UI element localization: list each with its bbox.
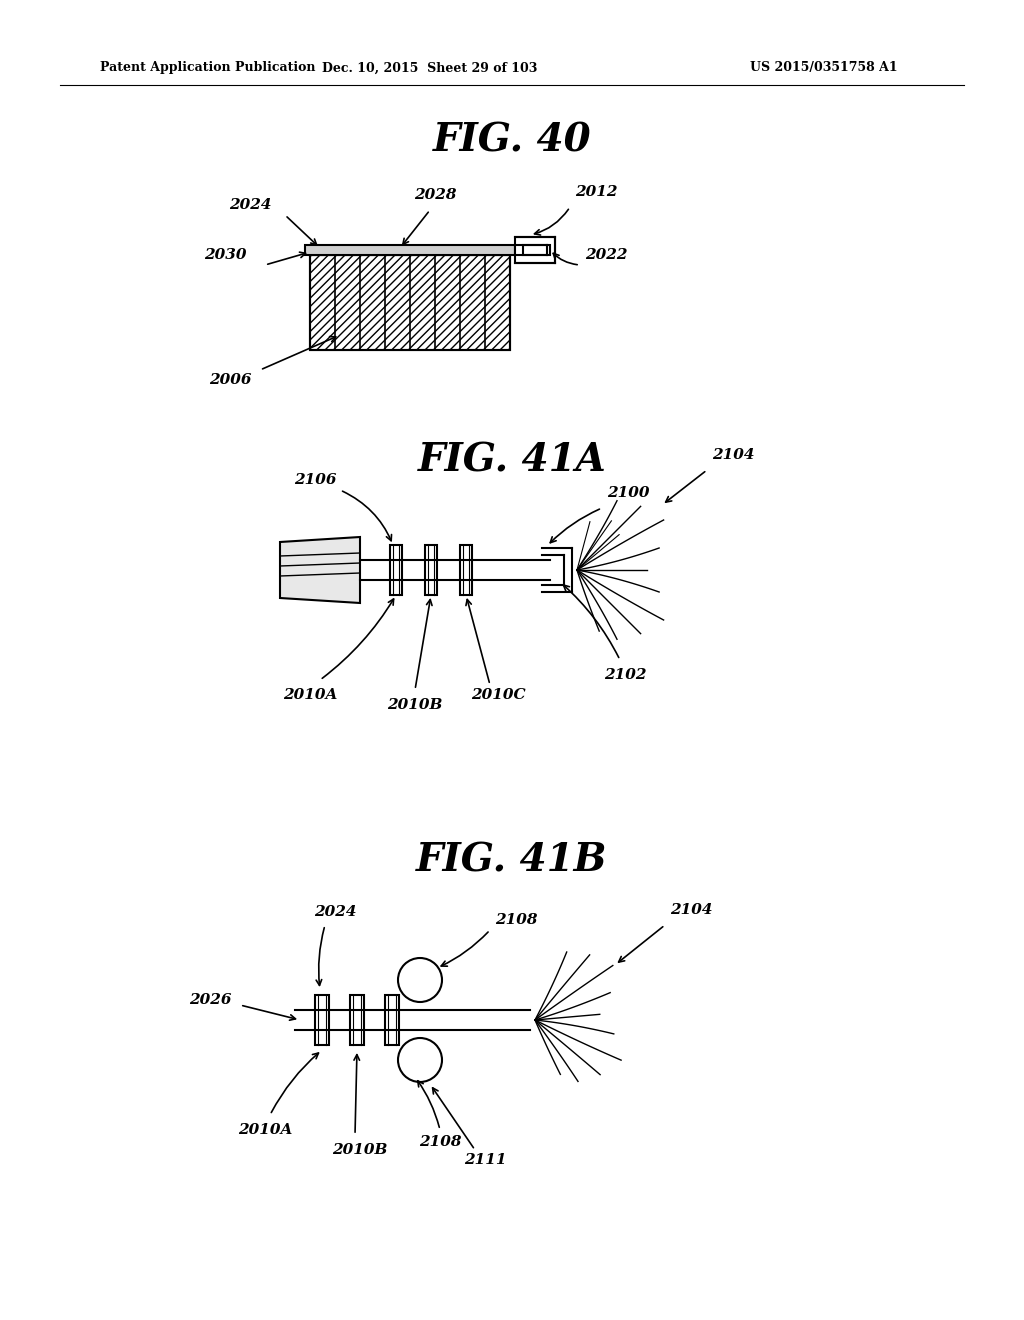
- Text: 2108: 2108: [419, 1135, 461, 1148]
- Text: 2010A: 2010A: [238, 1123, 292, 1137]
- Polygon shape: [460, 545, 472, 595]
- Polygon shape: [280, 537, 360, 603]
- Text: 2100: 2100: [607, 486, 649, 500]
- Polygon shape: [310, 255, 510, 350]
- Text: 2022: 2022: [585, 248, 628, 261]
- Text: 2010C: 2010C: [471, 688, 525, 702]
- Text: 2111: 2111: [464, 1152, 506, 1167]
- Polygon shape: [390, 545, 402, 595]
- Circle shape: [398, 958, 442, 1002]
- Text: 2104: 2104: [712, 447, 755, 462]
- Polygon shape: [523, 246, 550, 255]
- Polygon shape: [305, 246, 515, 255]
- Text: 2010B: 2010B: [333, 1143, 388, 1158]
- Text: FIG. 41A: FIG. 41A: [418, 441, 606, 479]
- Polygon shape: [315, 995, 329, 1045]
- Text: 2030: 2030: [204, 248, 246, 261]
- Text: 2024: 2024: [313, 906, 356, 919]
- Text: 2012: 2012: [575, 185, 617, 199]
- Text: 2102: 2102: [604, 668, 646, 682]
- Text: FIG. 40: FIG. 40: [433, 121, 591, 158]
- Text: Dec. 10, 2015  Sheet 29 of 103: Dec. 10, 2015 Sheet 29 of 103: [323, 62, 538, 74]
- Text: 2028: 2028: [414, 187, 457, 202]
- Text: US 2015/0351758 A1: US 2015/0351758 A1: [750, 62, 898, 74]
- Text: 2106: 2106: [294, 473, 336, 487]
- Text: Patent Application Publication: Patent Application Publication: [100, 62, 315, 74]
- Text: 2024: 2024: [228, 198, 271, 213]
- Text: 2104: 2104: [670, 903, 713, 917]
- Polygon shape: [515, 238, 555, 263]
- Text: 2006: 2006: [209, 374, 251, 387]
- Text: 2010A: 2010A: [283, 688, 337, 702]
- Polygon shape: [385, 995, 399, 1045]
- Circle shape: [398, 1038, 442, 1082]
- Polygon shape: [425, 545, 437, 595]
- Text: 2026: 2026: [188, 993, 231, 1007]
- Text: 2108: 2108: [495, 913, 538, 927]
- Polygon shape: [350, 995, 364, 1045]
- Text: 2010B: 2010B: [387, 698, 442, 711]
- Text: FIG. 41B: FIG. 41B: [416, 841, 608, 879]
